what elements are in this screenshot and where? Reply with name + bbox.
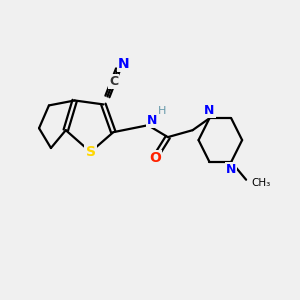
Text: N: N: [118, 57, 130, 71]
Text: N: N: [226, 163, 236, 176]
Text: C: C: [109, 75, 118, 88]
Text: H: H: [158, 106, 166, 116]
Text: CH₃: CH₃: [251, 178, 270, 188]
Text: N: N: [204, 104, 214, 117]
Text: S: S: [85, 145, 96, 159]
Text: O: O: [149, 151, 161, 165]
Text: N: N: [147, 114, 157, 127]
